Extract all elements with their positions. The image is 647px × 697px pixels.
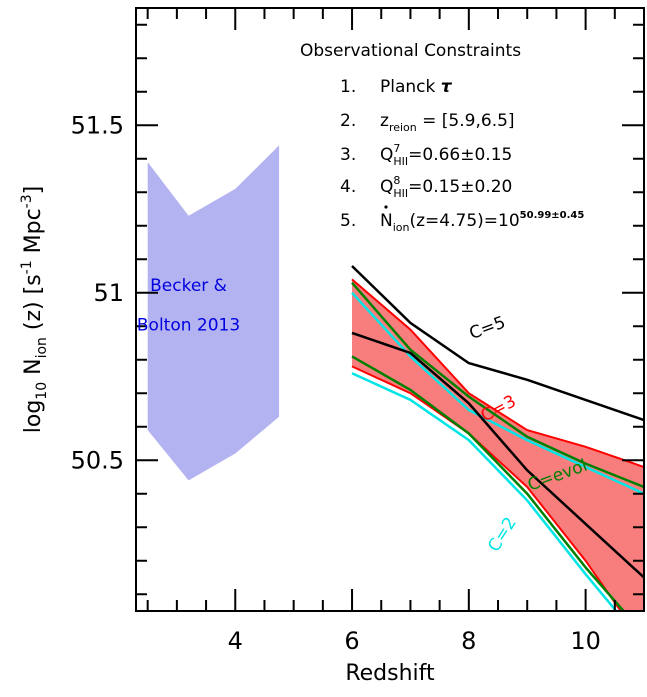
y-title-log: log (21, 400, 46, 434)
obs-title: Observational Constraints (300, 41, 521, 61)
unnamed-line-3 (351, 355, 626, 611)
c-2-line-4 (351, 372, 618, 611)
c-5-line-0 (351, 265, 644, 422)
series-label-c-2: C=2 (484, 514, 521, 556)
obs-item-5: 5. Nion(z=4.75)=1050.99±0.45 (340, 210, 584, 234)
obs-item-4: 4. Q8 HII=0.15±0.20 (340, 174, 512, 200)
y-title-units-exp2: -3 (19, 194, 35, 208)
series-label-c-5: C=5 (467, 313, 509, 344)
x-tick-label: 8 (461, 627, 476, 655)
plot-frame (135, 7, 645, 612)
becker-bolton-band (147, 145, 280, 481)
x-axis-title: Redshift (345, 661, 435, 686)
becker-label-line2: Bolton 2013 (137, 315, 240, 335)
becker-label-line1: Becker & (150, 276, 227, 296)
x-tick-label: 10 (570, 627, 601, 655)
y-tick-label: 51 (93, 279, 124, 307)
y-title-units-exp1: -1 (19, 260, 35, 274)
c3-band-upper-edge (351, 278, 644, 468)
y-title-units-mid: Mpc (21, 208, 46, 260)
y-title-z: (z) (21, 301, 46, 330)
y-title-log-sub: 10 (34, 382, 50, 400)
obs-item-1: 1. Planck τ (340, 77, 453, 97)
c3-band-lower-edge (351, 365, 622, 611)
y-axis-title: log10 Nion (z) [s-1 Mpc-3] (19, 186, 50, 434)
y-title-units-close: ] (21, 186, 46, 195)
obs-item-3: 3. Q7 HII=0.66±0.15 (340, 142, 512, 168)
obs-item-2: 2. zreion = [5.9,6.5] (340, 111, 515, 134)
c-evol-line-2 (351, 281, 644, 489)
unnamed-line-1 (351, 331, 644, 579)
y-tick-label: 51.5 (71, 111, 124, 139)
x-tick-label: 4 (228, 627, 243, 655)
observational-constraints: Observational Constraints 1. Planck τ 2.… (300, 41, 584, 234)
svg-text:log10 Nion (z) [s-1 Mpc-3]: log10 Nion (z) [s-1 Mpc-3] (19, 186, 50, 434)
x-tick-label: 6 (344, 627, 359, 655)
y-title-ion-sub: ion (34, 337, 50, 358)
ndot-accent (384, 205, 388, 209)
y-title-units-open: [s (21, 274, 46, 294)
y-tick-label: 50.5 (71, 446, 124, 474)
ticks-layer (136, 8, 645, 611)
lines-layer (351, 265, 644, 611)
y-title-ndot: N (21, 358, 46, 374)
unnamed-line-5 (351, 291, 644, 495)
